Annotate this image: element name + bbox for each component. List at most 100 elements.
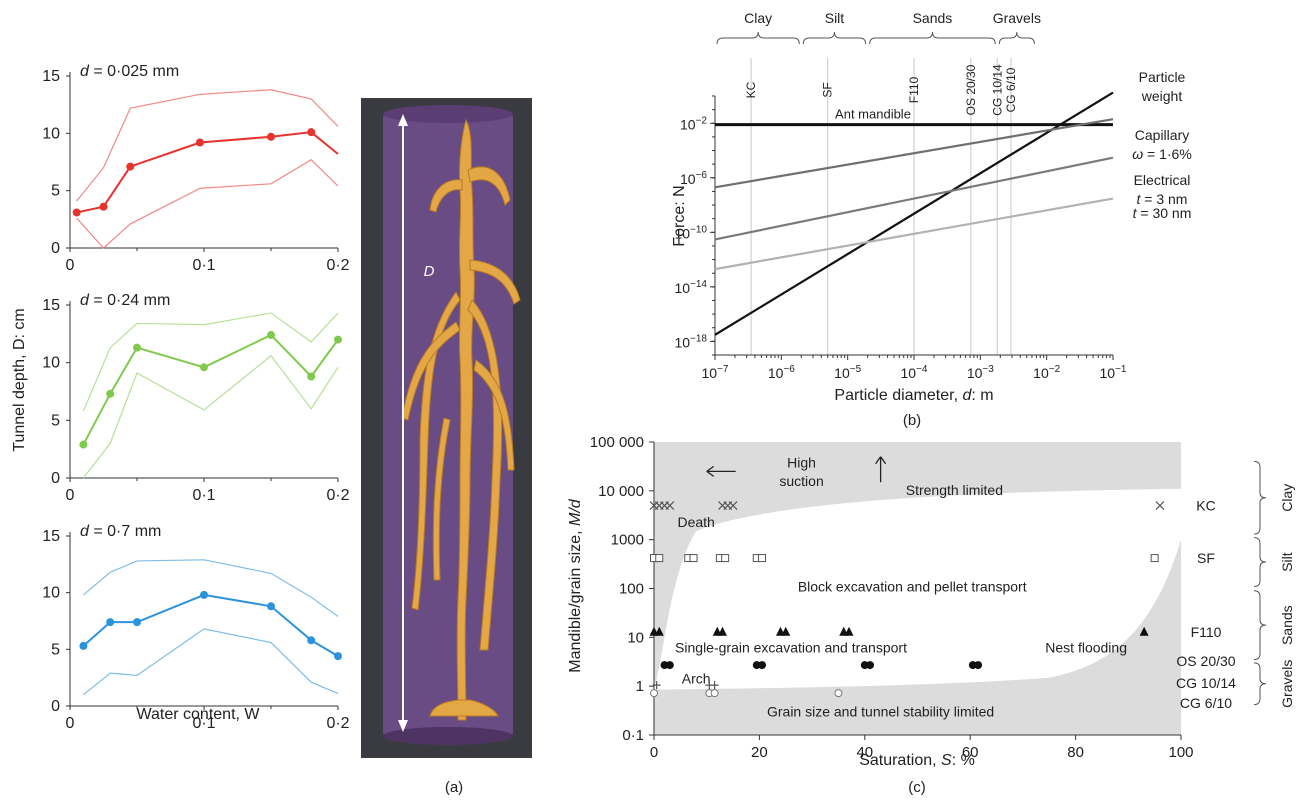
x-tick-label: 0 (66, 715, 75, 732)
region-label: Single-grain excavation and transport (675, 639, 907, 655)
data-point (200, 363, 208, 372)
marker-os2030 (665, 661, 674, 670)
data-point (195, 138, 204, 147)
material-label: SF (821, 82, 835, 97)
panel-a-chart-1: 0 5 10 15 0 0·1 0·2 d = 0·025 mm (42, 63, 349, 274)
material-row-label: OS 20/30 (1176, 653, 1235, 669)
class-brace (802, 31, 867, 45)
y-tick-label: 0 (51, 470, 60, 487)
series-line (714, 197, 1114, 271)
region-label: Strength limited (906, 482, 1003, 498)
y-tick-label: 10 000 (598, 483, 644, 500)
marker-os2030 (866, 661, 875, 670)
y-tick-label: 10 (42, 125, 60, 142)
y-tick-label: 0 (51, 240, 60, 257)
data-point (126, 162, 135, 171)
series-label: ω = 1·6% (1132, 146, 1192, 162)
x-tick-label: 20 (751, 744, 768, 761)
data-point (72, 208, 81, 217)
mean-line (82, 593, 339, 657)
x-tick-label: 0·1 (192, 257, 215, 274)
chart-title: d = 0·24 mm (80, 292, 170, 309)
marker-kc (665, 501, 675, 510)
y-tick-label: 5 (51, 412, 60, 429)
data-point (307, 372, 316, 381)
marker-f110 (844, 626, 854, 636)
x-tick-label: 10−2 (1033, 364, 1060, 381)
lower-bound-line (76, 158, 339, 249)
marker-f110 (1139, 626, 1149, 636)
marker-f110 (718, 626, 728, 636)
group-label: Clay (1279, 484, 1295, 512)
material-row-label: F110 (1191, 624, 1222, 640)
x-tick-label: 0·2 (326, 487, 349, 504)
panel-a-chart-2: 0 5 10 15 0 0·1 0·2 d = 0·24 mm (42, 292, 349, 504)
data-point (106, 389, 115, 398)
data-point (267, 602, 275, 611)
group-brace (1253, 537, 1267, 587)
class-brace (869, 31, 996, 45)
group-label: Silt (1279, 552, 1295, 572)
data-point (79, 440, 88, 449)
left-arrow-head (706, 465, 715, 477)
y-tick-label: 5 (51, 183, 60, 200)
material-label: OS 20/30 (964, 64, 978, 115)
marker-kc (1155, 501, 1165, 510)
x-tick-label: 0 (650, 744, 658, 761)
x-tick-label: 10−6 (768, 364, 795, 381)
material-label: CG 6/10 (1004, 67, 1018, 112)
y-tick-label: 100 (619, 581, 644, 598)
series-label: t = 3 nm (1137, 191, 1188, 207)
y-tick-label: 1000 (611, 532, 644, 549)
marker-kc (728, 501, 738, 510)
feasible-region (654, 488, 1181, 690)
chart-title: d = 0·025 mm (80, 63, 179, 80)
x-tick-label: 10−7 (702, 364, 729, 381)
x-tick-label: 80 (1067, 744, 1084, 761)
upper-bound-line (83, 559, 339, 617)
upper-bound-line (82, 312, 339, 412)
material-row-label: CG 10/14 (1176, 675, 1236, 691)
marker-os2030 (974, 661, 983, 670)
y-tick-label: 0·1 (622, 727, 644, 744)
marker-cg1014 (652, 681, 661, 690)
series-line (714, 91, 1114, 336)
panel-b-xlabel: Particle diameter, d: m (834, 387, 993, 404)
x-tick-label: 10−1 (1100, 364, 1127, 381)
chart-title: d = 0·7 mm (80, 523, 161, 540)
marker-cg1014 (710, 681, 719, 690)
material-label: KC (744, 81, 758, 98)
group-label: Sands (1279, 605, 1295, 645)
x-tick-label: 0·1 (192, 715, 215, 732)
class-brace (716, 31, 800, 45)
panel-label-c: (c) (908, 779, 926, 796)
marker-cg610 (710, 689, 719, 698)
material-row-label: SF (1197, 550, 1215, 566)
data-point (79, 641, 88, 650)
x-tick-label: 10−4 (901, 364, 928, 381)
region-label: suction (779, 473, 823, 489)
class-label: Sands (913, 10, 953, 26)
marker-sf (689, 554, 698, 563)
panel-c-ylabel: Mandible/grain size, M/d (567, 498, 584, 673)
x-tick-label: 0·1 (192, 487, 215, 504)
data-point (200, 590, 208, 599)
marker-sf (1150, 554, 1159, 563)
x-tick-label: 0 (66, 487, 75, 504)
y-tick-label: 15 (42, 68, 60, 85)
y-tick-label: 10−14 (674, 279, 707, 296)
x-tick-label: 40 (856, 744, 873, 761)
marker-sf (721, 554, 730, 563)
class-label: Silt (825, 10, 845, 26)
y-tick-label: 0 (51, 698, 60, 715)
data-point (133, 343, 141, 352)
x-tick-label: 0 (66, 257, 75, 274)
marker-cg610 (650, 689, 658, 698)
class-label: Clay (744, 10, 772, 26)
region-label: Arch (682, 670, 711, 686)
mean-line (76, 131, 339, 214)
panel-b-chart: KC SF F110 OS 20/30 CG 10/14 CG 6/10 Clay Silt S… (674, 10, 1191, 381)
group-label: Gravels (1279, 660, 1295, 708)
